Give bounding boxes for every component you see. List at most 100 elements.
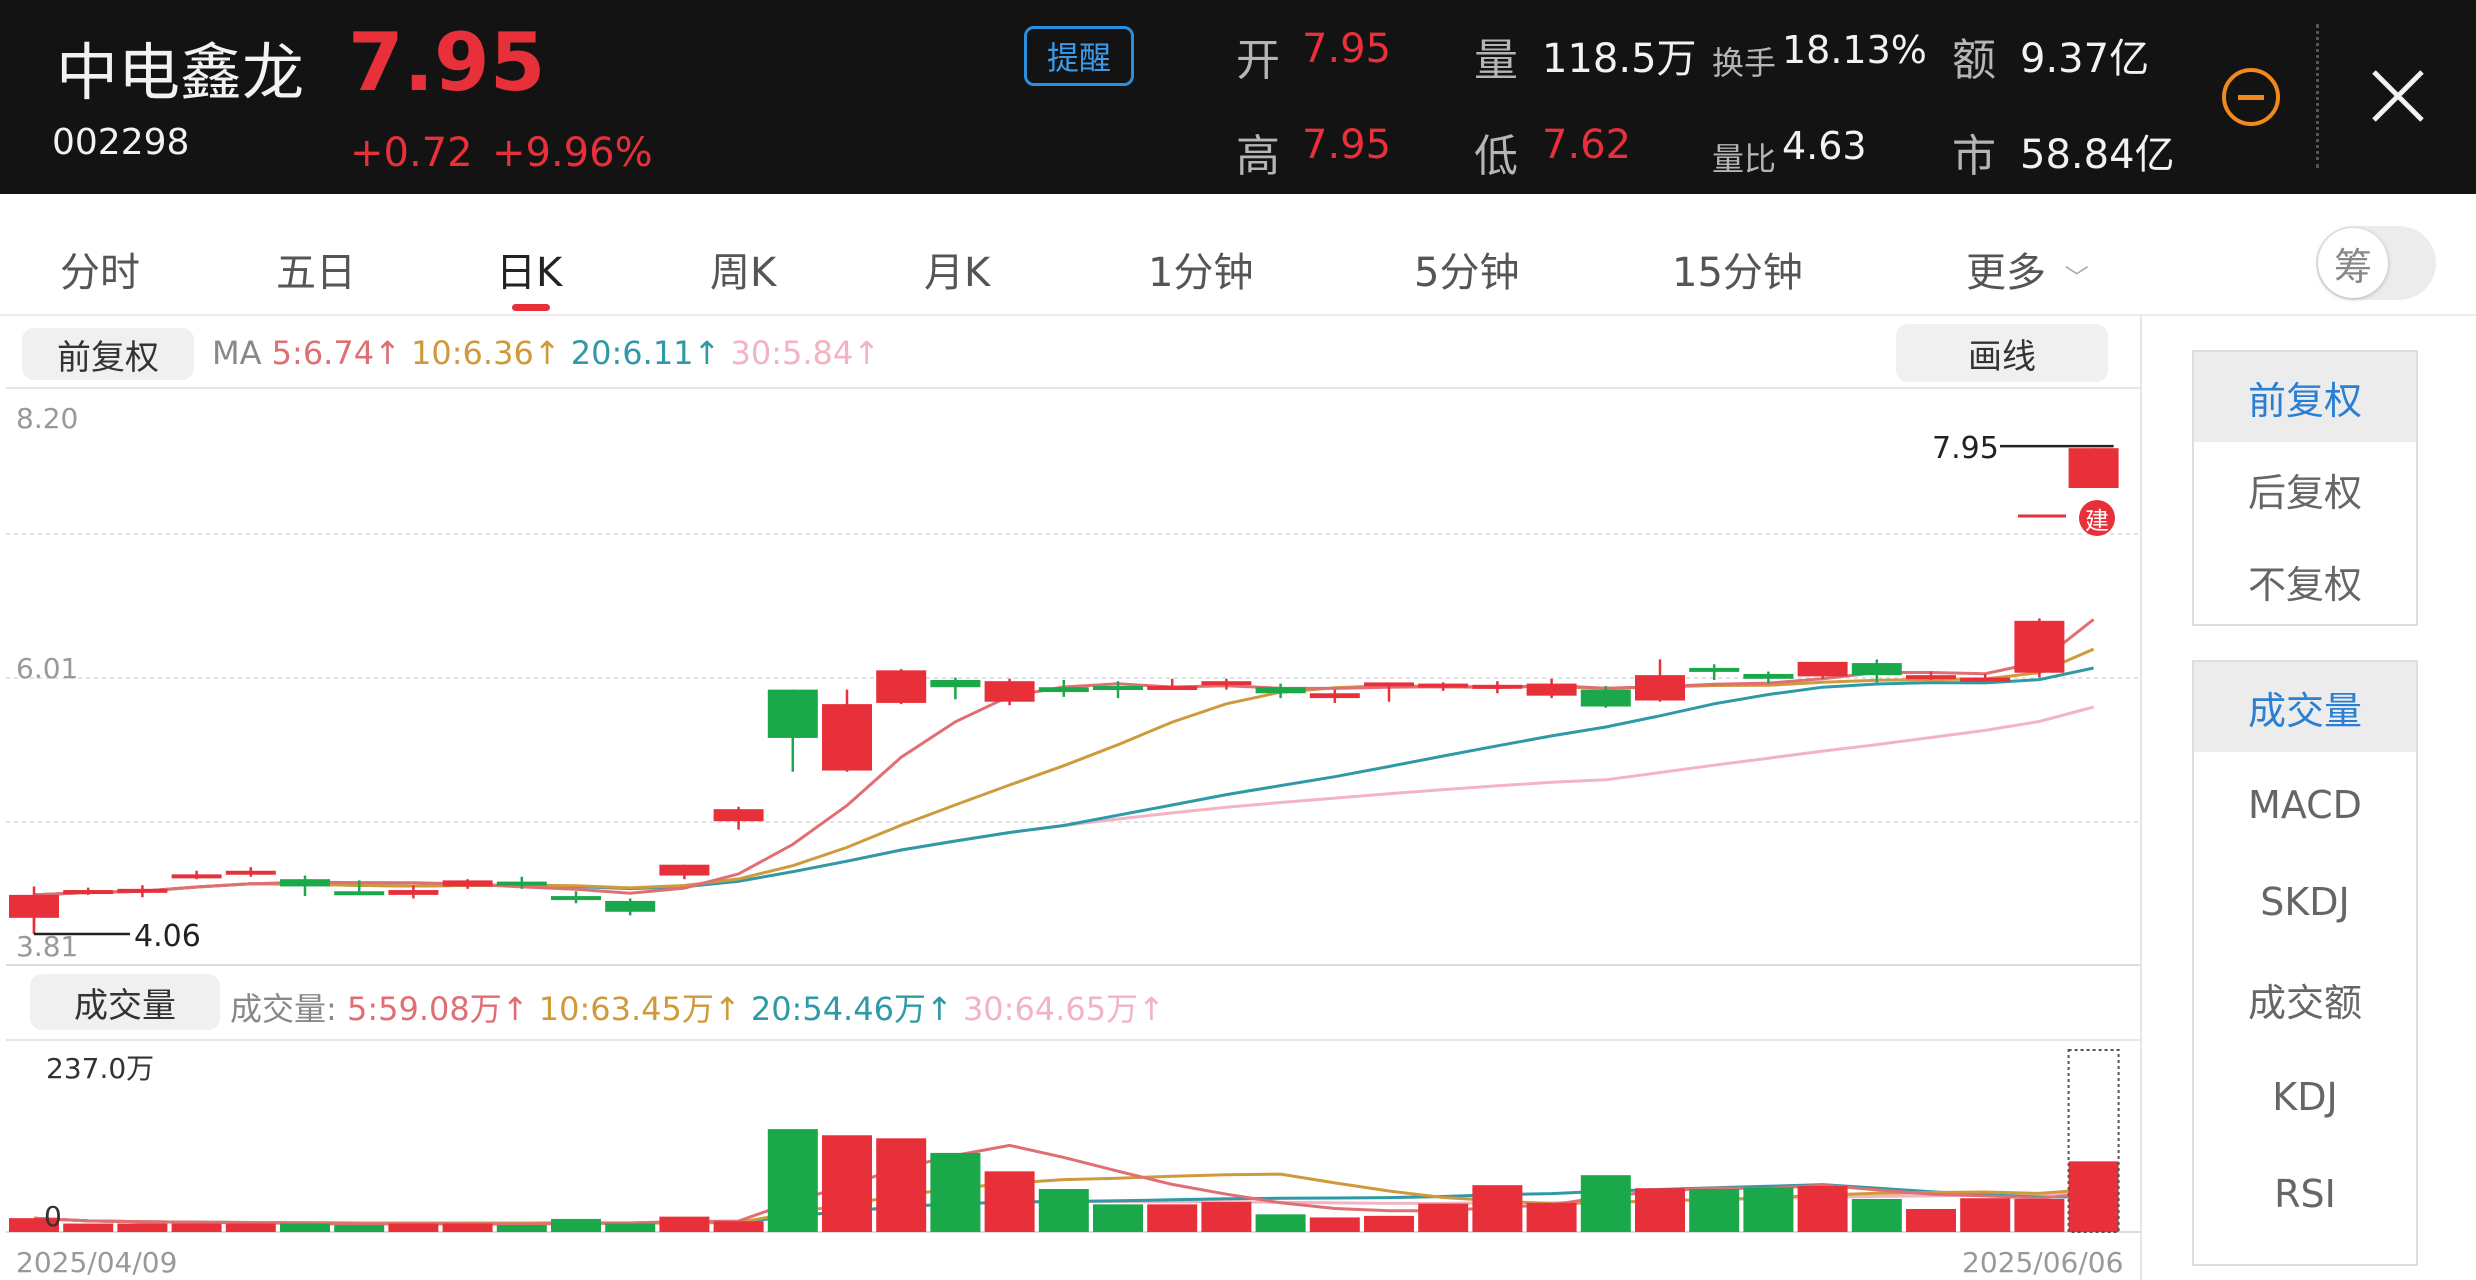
candle-body bbox=[1093, 686, 1143, 691]
candle-body bbox=[388, 890, 439, 895]
candle-body bbox=[117, 888, 168, 893]
tab-15min[interactable]: 15分钟 bbox=[1672, 250, 1803, 296]
mkt-cap-value: 58.84亿 bbox=[2020, 132, 2175, 178]
price-axis-top-label: 8.20 bbox=[16, 402, 78, 435]
indicator-kdj[interactable]: KDJ bbox=[2272, 1075, 2338, 1119]
price-axis-bottom-label: 3.81 bbox=[16, 930, 78, 963]
volume-bar bbox=[280, 1223, 330, 1232]
period-tab-bar: 分时 五日 日K 周K 月K 1分钟 5分钟 15分钟 更多 ﹀ bbox=[0, 208, 2476, 316]
vol-ma20-value: 20:54.46万↑ bbox=[750, 990, 953, 1028]
ma10-line bbox=[33, 647, 2095, 897]
high-label: 高 bbox=[1236, 131, 1280, 182]
candle-body bbox=[1309, 693, 1360, 699]
tab-more-label: 更多 bbox=[1966, 250, 2046, 296]
candle-body bbox=[1851, 663, 1902, 676]
volume-label: 量 bbox=[1474, 35, 1518, 86]
volume-bar bbox=[496, 1225, 547, 1232]
volume-bar bbox=[659, 1216, 710, 1232]
ma-prefix: MA bbox=[212, 334, 262, 372]
candle-body bbox=[605, 900, 656, 912]
candle-body bbox=[1364, 682, 1414, 687]
candle-body bbox=[1472, 684, 1523, 689]
candle-body bbox=[1635, 675, 1685, 701]
candle-body bbox=[1255, 687, 1306, 694]
draw-line-button[interactable]: 画线 bbox=[1896, 324, 2108, 382]
tab-monthly-k[interactable]: 月K bbox=[924, 250, 991, 296]
volume-indicator-pill[interactable]: 成交量 bbox=[30, 974, 220, 1030]
volume-bar bbox=[9, 1218, 59, 1232]
volume-bar bbox=[225, 1223, 276, 1232]
volume-bar bbox=[1851, 1198, 1902, 1232]
indicator-rsi[interactable]: RSI bbox=[2274, 1172, 2336, 1216]
tab-weekly-k[interactable]: 周K bbox=[710, 250, 777, 296]
indicator-volume[interactable]: 成交量 bbox=[2194, 662, 2416, 752]
volume-bar bbox=[930, 1152, 981, 1232]
open-label: 开 bbox=[1236, 35, 1280, 86]
end-date-label: 2025/06/06 bbox=[1962, 1246, 2123, 1279]
volume-bar bbox=[1960, 1198, 2011, 1232]
tab-five-day[interactable]: 五日 bbox=[276, 250, 356, 296]
kline-chart[interactable]: 8.20 6.01 3.81 237.0万 0 2025/04/09 2025/06/06 7… bbox=[0, 0, 2140, 1280]
indicator-list: 成交量 MACD SKDJ 成交额 KDJ RSI bbox=[2192, 660, 2418, 1266]
tab-more[interactable]: 更多 ﹀ bbox=[1966, 240, 2089, 298]
adjust-forward-option[interactable]: 前复权 bbox=[2194, 352, 2416, 442]
candle-body bbox=[1147, 686, 1198, 691]
indicator-amount[interactable]: 成交额 bbox=[2247, 980, 2362, 1025]
candle-body bbox=[9, 894, 59, 918]
price-axis-mid-label: 6.01 bbox=[16, 652, 78, 685]
tab-1min[interactable]: 1分钟 bbox=[1148, 250, 1254, 296]
tab-5min[interactable]: 5分钟 bbox=[1414, 250, 1520, 296]
volume-bar bbox=[334, 1225, 385, 1232]
indicator-macd[interactable]: MACD bbox=[2248, 783, 2362, 827]
vol-ratio-value: 4.63 bbox=[1782, 124, 1867, 168]
adjust-none-option[interactable]: 不复权 bbox=[2247, 562, 2362, 607]
volume-bar bbox=[171, 1223, 222, 1232]
turnover-value: 18.13% bbox=[1782, 28, 1927, 72]
volume-ma-legend: 成交量: 5:59.08万↑ 10:63.45万↑ 20:54.46万↑ 30:… bbox=[230, 984, 1165, 1030]
candle-body bbox=[659, 864, 710, 876]
volume-bar bbox=[1093, 1204, 1143, 1232]
candle-body bbox=[713, 809, 764, 822]
volume-bar bbox=[1255, 1214, 1306, 1232]
candle-body bbox=[984, 681, 1035, 702]
volume-bar bbox=[1472, 1185, 1523, 1232]
close-icon[interactable] bbox=[2366, 64, 2430, 128]
volume-bar bbox=[1906, 1208, 1956, 1232]
candle-body bbox=[930, 679, 981, 688]
chip-toggle-knob[interactable]: 筹 bbox=[2318, 228, 2388, 298]
remind-button[interactable]: 提醒 bbox=[1024, 26, 1134, 86]
ma30-value: 30:5.84↑ bbox=[730, 334, 881, 372]
candle-body bbox=[2068, 448, 2119, 489]
remove-watchlist-icon[interactable] bbox=[2222, 68, 2280, 126]
tab-daily-k[interactable]: 日K bbox=[496, 250, 563, 296]
low-marker-label: 4.06 bbox=[134, 919, 201, 954]
candle-body bbox=[822, 704, 872, 771]
amount-value: 9.37亿 bbox=[2020, 36, 2150, 82]
indicator-skdj[interactable]: SKDJ bbox=[2260, 880, 2350, 924]
candle-body bbox=[334, 891, 385, 896]
turnover-label: 换手 bbox=[1712, 44, 1777, 82]
volume-axis-top-label: 237.0万 bbox=[46, 1052, 154, 1085]
vol-ratio-label: 量比 bbox=[1712, 140, 1777, 178]
volume-bar bbox=[551, 1218, 601, 1232]
adjust-mode-pill[interactable]: 前复权 bbox=[22, 328, 194, 380]
candle-body bbox=[1201, 681, 1252, 686]
candle-body bbox=[442, 880, 493, 887]
volume-bar bbox=[388, 1223, 439, 1232]
volume-bar bbox=[1038, 1188, 1089, 1232]
low-label: 低 bbox=[1474, 131, 1518, 182]
volume-bar bbox=[1418, 1203, 1469, 1232]
vol-ma30-value: 30:64.65万↑ bbox=[962, 990, 1165, 1028]
chevron-down-icon: ﹀ bbox=[2064, 264, 2089, 292]
adjust-option-list: 前复权 后复权 不复权 bbox=[2192, 350, 2418, 626]
volume-bar bbox=[117, 1223, 168, 1232]
volume-bar bbox=[1580, 1175, 1631, 1232]
active-tab-indicator bbox=[512, 304, 550, 311]
tab-intraday[interactable]: 分时 bbox=[60, 250, 140, 296]
adjust-backward-option[interactable]: 后复权 bbox=[2247, 470, 2362, 515]
volume-bar bbox=[1201, 1202, 1252, 1232]
candle-body bbox=[1038, 687, 1089, 693]
volume-value: 118.5万 bbox=[1542, 36, 1697, 82]
candle-body bbox=[1960, 677, 2011, 682]
low-value: 7.62 bbox=[1542, 122, 1632, 168]
